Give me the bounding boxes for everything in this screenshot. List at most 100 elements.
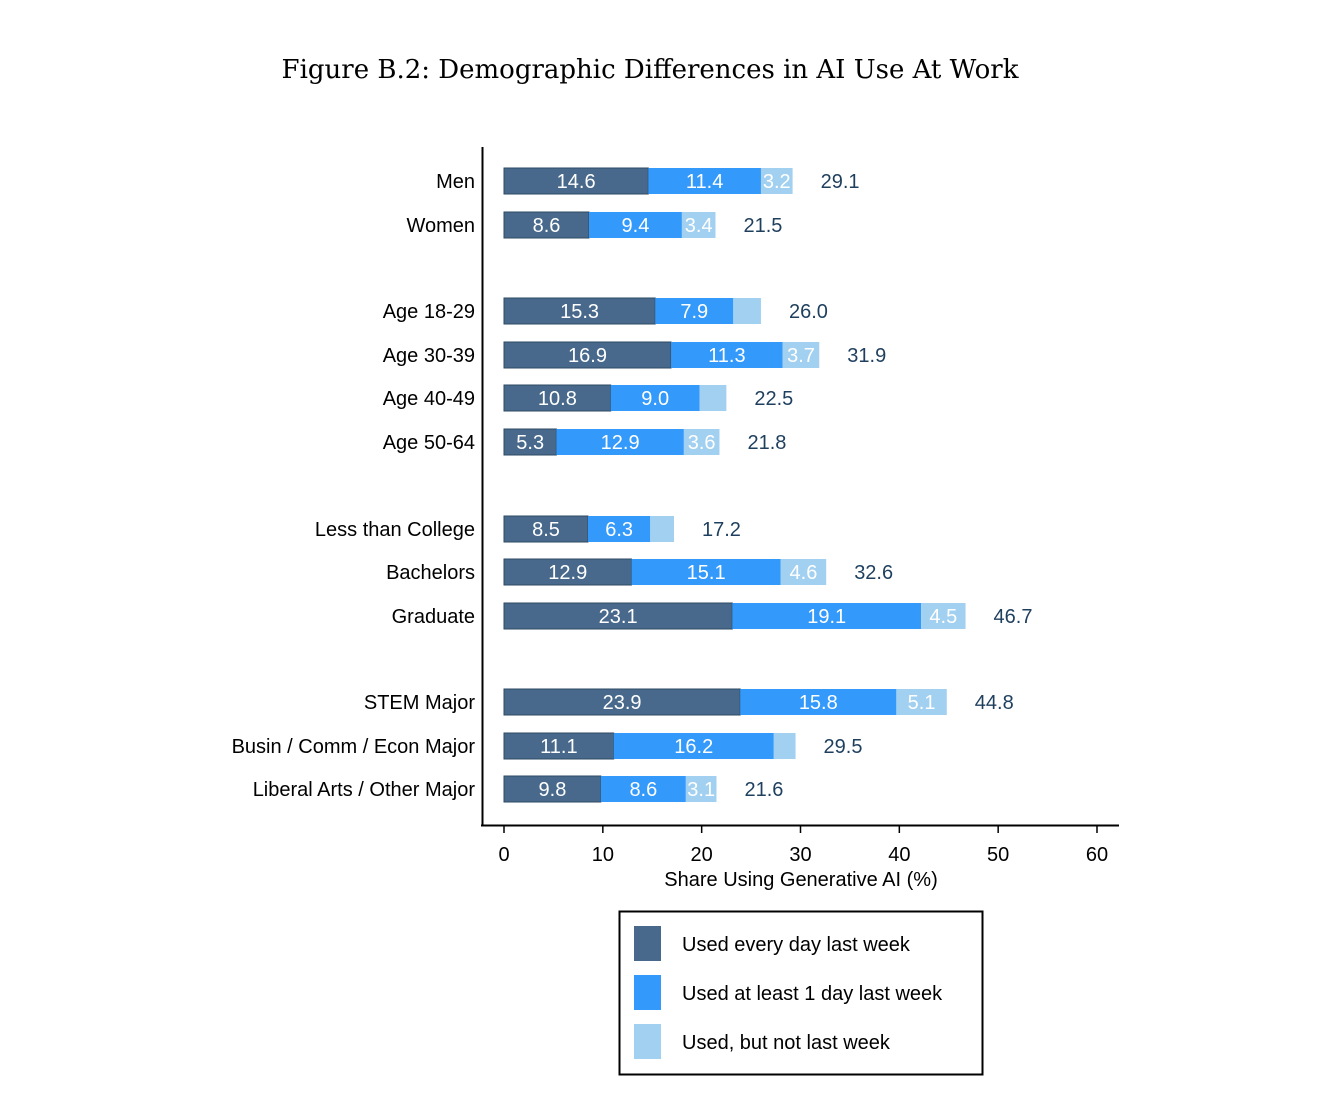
bar-segment bbox=[600, 776, 686, 802]
total-label: 21.6 bbox=[744, 779, 783, 801]
bar-value-label: 8.5 bbox=[532, 519, 560, 541]
bar-segment bbox=[782, 342, 820, 368]
bar-value-label: 16.9 bbox=[568, 345, 607, 367]
bar-value-label: 4.5 bbox=[929, 606, 957, 628]
bar-segment bbox=[588, 516, 651, 542]
bar-segment bbox=[760, 168, 793, 194]
bar-segment bbox=[671, 342, 783, 368]
category-label: Graduate bbox=[392, 606, 475, 628]
total-label: 29.1 bbox=[821, 171, 860, 193]
category-label: Age 30-39 bbox=[383, 345, 475, 367]
bar-segment bbox=[655, 298, 734, 324]
bar-value-label: 9.4 bbox=[622, 215, 650, 237]
x-axis-label: Share Using Generative AI (%) bbox=[664, 869, 937, 891]
category-label: Busin / Comm / Econ Major bbox=[232, 736, 476, 758]
bar-value-label: 7.9 bbox=[680, 301, 708, 323]
bar-value-label: 3.1 bbox=[687, 779, 715, 801]
category-label: Men bbox=[436, 171, 475, 193]
x-tick-label: 30 bbox=[789, 844, 811, 866]
bar-value-label: 3.2 bbox=[763, 171, 791, 193]
total-label: 22.5 bbox=[754, 388, 793, 410]
bar-value-label: 5.1 bbox=[908, 692, 936, 714]
bar-segment bbox=[685, 776, 717, 802]
bar-value-label: 23.9 bbox=[603, 692, 642, 714]
bar-value-label: 8.6 bbox=[629, 779, 657, 801]
bar-segment bbox=[740, 689, 897, 715]
bar-value-label: 19.1 bbox=[807, 606, 846, 628]
category-label: Age 50-64 bbox=[383, 432, 475, 454]
total-label: 32.6 bbox=[854, 562, 893, 584]
bar-value-label: 6.3 bbox=[605, 519, 633, 541]
bar-value-label: 3.4 bbox=[685, 215, 713, 237]
legend: Used every day last week Used at least 1 … bbox=[634, 926, 943, 1059]
x-tick-label: 10 bbox=[592, 844, 614, 866]
bar-segment bbox=[503, 211, 590, 239]
bar-segment bbox=[503, 688, 741, 716]
bar-segment bbox=[503, 515, 589, 543]
category-label: Age 40-49 bbox=[383, 388, 475, 410]
category-label: Bachelors bbox=[386, 562, 475, 584]
bar-value-label: 11.3 bbox=[708, 345, 745, 367]
bar-value-label: 3.6 bbox=[688, 432, 716, 454]
bar-segment bbox=[503, 341, 672, 369]
bar-value-label: 4.6 bbox=[790, 562, 818, 584]
x-tick-label: 0 bbox=[498, 844, 509, 866]
bar-value-label: 15.1 bbox=[687, 562, 726, 584]
bar-value-label: 10.8 bbox=[538, 388, 577, 410]
bar-value-label: 11.4 bbox=[686, 171, 723, 193]
total-label: 26.0 bbox=[789, 301, 828, 323]
legend-swatch bbox=[634, 1024, 661, 1059]
category-label: Less than College bbox=[315, 519, 475, 541]
bar-segment bbox=[732, 603, 922, 629]
bar-value-label: 5.3 bbox=[516, 432, 544, 454]
bar-value-label: 23.1 bbox=[599, 606, 638, 628]
bar-segment bbox=[610, 385, 700, 411]
legend-box bbox=[618, 910, 984, 1076]
bar-segment bbox=[650, 516, 674, 542]
x-tick-label: 60 bbox=[1086, 844, 1108, 866]
legend-swatch bbox=[634, 975, 661, 1010]
bar-value-label: 16.2 bbox=[674, 736, 713, 758]
bar-segment bbox=[780, 559, 827, 585]
bar-segment bbox=[648, 168, 761, 194]
bar-segment bbox=[681, 212, 716, 238]
total-label: 44.8 bbox=[975, 692, 1014, 714]
total-label: 46.7 bbox=[994, 606, 1033, 628]
bar-segment bbox=[896, 689, 947, 715]
bar-value-label: 9.8 bbox=[539, 779, 567, 801]
category-label: STEM Major bbox=[364, 692, 475, 714]
bar-value-label: 15.8 bbox=[799, 692, 838, 714]
bar-segment bbox=[683, 429, 720, 455]
bar-value-label: 12.9 bbox=[601, 432, 640, 454]
total-label: 29.5 bbox=[824, 736, 863, 758]
category-label: Liberal Arts / Other Major bbox=[253, 779, 476, 801]
category-label: Women bbox=[406, 215, 475, 237]
bar-segment bbox=[503, 167, 649, 195]
bar-segment bbox=[921, 603, 966, 629]
bar-value-label: 15.3 bbox=[560, 301, 599, 323]
x-tick-label: 50 bbox=[987, 844, 1009, 866]
bar-value-label: 3.7 bbox=[787, 345, 815, 367]
bar-value-label: 8.6 bbox=[533, 215, 561, 237]
bar-segment bbox=[588, 212, 682, 238]
bar-value-label: 11.1 bbox=[540, 736, 577, 758]
bar-segment bbox=[503, 297, 656, 325]
legend-label: Used, but not last week bbox=[682, 1032, 891, 1054]
bar-segment bbox=[631, 559, 781, 585]
bar-value-label: 14.6 bbox=[557, 171, 596, 193]
bar-segment bbox=[503, 732, 615, 760]
category-label: Age 18-29 bbox=[383, 301, 475, 323]
total-label: 17.2 bbox=[702, 519, 741, 541]
total-label: 31.9 bbox=[847, 345, 886, 367]
bar-segment bbox=[503, 428, 557, 456]
chart-title: Figure B.2: Demographic Differences in A… bbox=[282, 55, 1019, 85]
bar-segment bbox=[773, 733, 796, 759]
bar-value-label: 9.0 bbox=[641, 388, 669, 410]
legend-label: Used every day last week bbox=[682, 934, 911, 956]
x-tick-label: 20 bbox=[691, 844, 713, 866]
bar-segment bbox=[503, 775, 602, 803]
x-tick-label: 40 bbox=[888, 844, 910, 866]
bar-value-label: 12.9 bbox=[548, 562, 587, 584]
